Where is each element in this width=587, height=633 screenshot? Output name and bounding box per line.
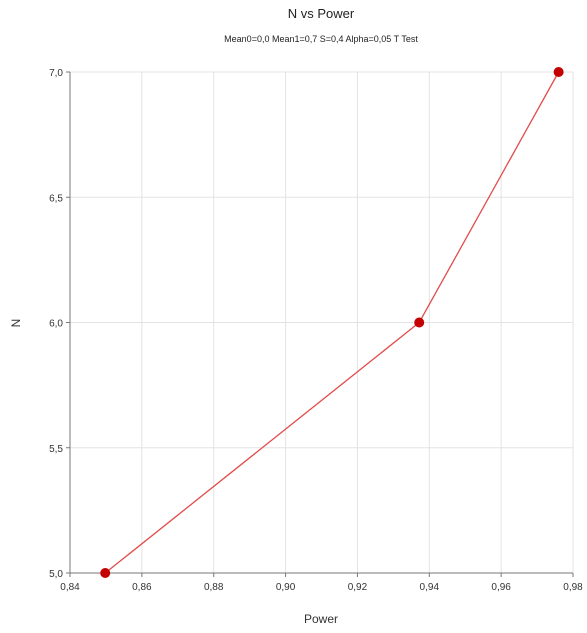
y-tick-label: 5,0 xyxy=(49,569,63,580)
x-tick-label: 0,94 xyxy=(420,582,440,593)
x-tick-label: 0,96 xyxy=(491,582,511,593)
x-tick-label: 0,86 xyxy=(132,582,152,593)
x-tick-label: 0,90 xyxy=(276,582,296,593)
chart-subtitle: Mean0=0,0 Mean1=0,7 S=0,4 Alpha=0,05 T T… xyxy=(224,34,418,44)
grid-layer xyxy=(69,71,574,574)
x-axis-label: Power xyxy=(304,612,338,626)
ticks-layer: 0,84 0,86 0,88 0,90 0,92 0,94 0,96 0,98 5,0 5,5 6,… xyxy=(49,68,583,593)
x-tick-label: 0,88 xyxy=(204,582,224,593)
data-point xyxy=(414,317,425,328)
series-layer xyxy=(100,67,564,578)
x-tick-label: 0,84 xyxy=(60,582,80,593)
y-tick-label: 5,5 xyxy=(49,444,63,455)
x-tick-label: 0,98 xyxy=(563,582,583,593)
y-axis-label: N xyxy=(9,319,23,328)
chart-title: N vs Power xyxy=(288,6,355,21)
x-tick-label: 0,92 xyxy=(348,582,368,593)
data-point xyxy=(100,568,111,578)
y-tick-label: 7,0 xyxy=(49,68,63,79)
y-tick-label: 6,5 xyxy=(49,193,63,204)
data-point xyxy=(553,67,564,77)
y-tick-label: 6,0 xyxy=(49,319,63,330)
